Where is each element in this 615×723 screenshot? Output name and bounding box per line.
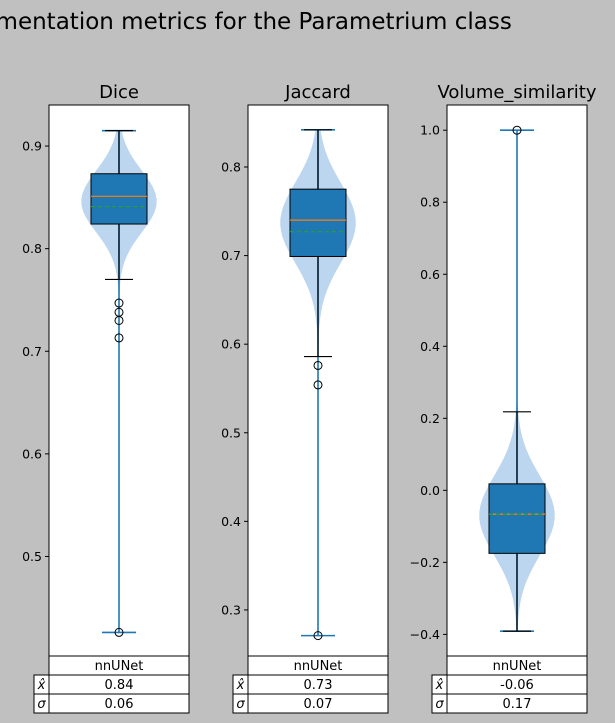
y-tick-label: 0.3: [221, 602, 241, 617]
table-std-symbol: σ: [435, 697, 444, 712]
y-tick-label: 0.7: [22, 344, 42, 359]
panel-dice: 0.5 0.6 0.7 0.8 0.9 Dice nnUNet x̂ 0.84 σ 0.06: [22, 82, 190, 714]
y-tick-label: 0.6: [221, 337, 241, 352]
subplot-title: Jaccard: [284, 82, 351, 103]
y-tick-label: 0.5: [221, 425, 241, 440]
y-tick-label: 0.8: [22, 241, 42, 256]
outlier-point: [114, 315, 124, 325]
table-std-symbol: σ: [236, 697, 245, 712]
iqr-box: [488, 483, 546, 554]
y-tick-label: 0.9: [22, 139, 42, 154]
y-tick-label: 0.5: [22, 549, 42, 564]
table-mean-symbol: x̂: [435, 678, 444, 693]
outlier-point: [313, 360, 323, 370]
table-mean-value: 0.84: [105, 678, 134, 693]
table-std-symbol: σ: [37, 697, 46, 712]
table-std-cell: [247, 693, 389, 714]
table-std-cell: [48, 693, 190, 714]
y-tick-label: 0.8: [420, 195, 440, 210]
subplot-title: Dice: [99, 82, 139, 103]
table-model-name: nnUNet: [493, 659, 542, 674]
table-model-name: nnUNet: [95, 659, 144, 674]
iqr-box: [289, 188, 347, 257]
table-mean-value: 0.73: [304, 678, 333, 693]
panel-volume_similarity: −0.4 −0.2 0.0 0.2 0.4 0.6 0.8 1.0 Volume_similar…: [410, 82, 597, 714]
outlier-point: [114, 627, 124, 637]
table-mean-symbol: x̂: [236, 678, 245, 693]
table-mean-value: -0.06: [500, 678, 534, 693]
outlier-point: [114, 333, 124, 343]
y-tick-label: 0.6: [420, 267, 440, 282]
table-std-cell: [446, 693, 588, 714]
iqr-box: [90, 173, 148, 225]
y-tick-label: 0.6: [22, 446, 42, 461]
table-std-value: 0.17: [503, 697, 532, 712]
y-tick-label: −0.2: [410, 555, 440, 570]
subplot-title: Volume_similarity: [437, 82, 596, 103]
panel-jaccard: 0.3 0.4 0.5 0.6 0.7 0.8 Jaccard nnUNet x̂ 0.73 σ 0.…: [221, 82, 389, 714]
outlier-point: [512, 125, 522, 135]
table-std-value: 0.07: [304, 697, 333, 712]
y-tick-label: 0.8: [221, 160, 241, 175]
y-tick-label: −0.4: [410, 627, 440, 642]
table-mean-symbol: x̂: [37, 678, 46, 693]
y-tick-label: 0.0: [420, 483, 440, 498]
y-tick-label: 0.2: [420, 411, 440, 426]
outlier-point: [313, 631, 323, 641]
table-std-value: 0.06: [105, 697, 134, 712]
table-model-name: nnUNet: [294, 659, 343, 674]
outlier-point: [313, 380, 323, 390]
outlier-point: [114, 298, 124, 308]
y-tick-label: 0.7: [221, 248, 241, 263]
y-tick-label: 0.4: [221, 514, 241, 529]
figure-title: Segmentation metrics for the Parametrium…: [0, 9, 512, 35]
y-tick-label: 0.4: [420, 339, 440, 354]
y-tick-label: 1.0: [420, 123, 440, 138]
